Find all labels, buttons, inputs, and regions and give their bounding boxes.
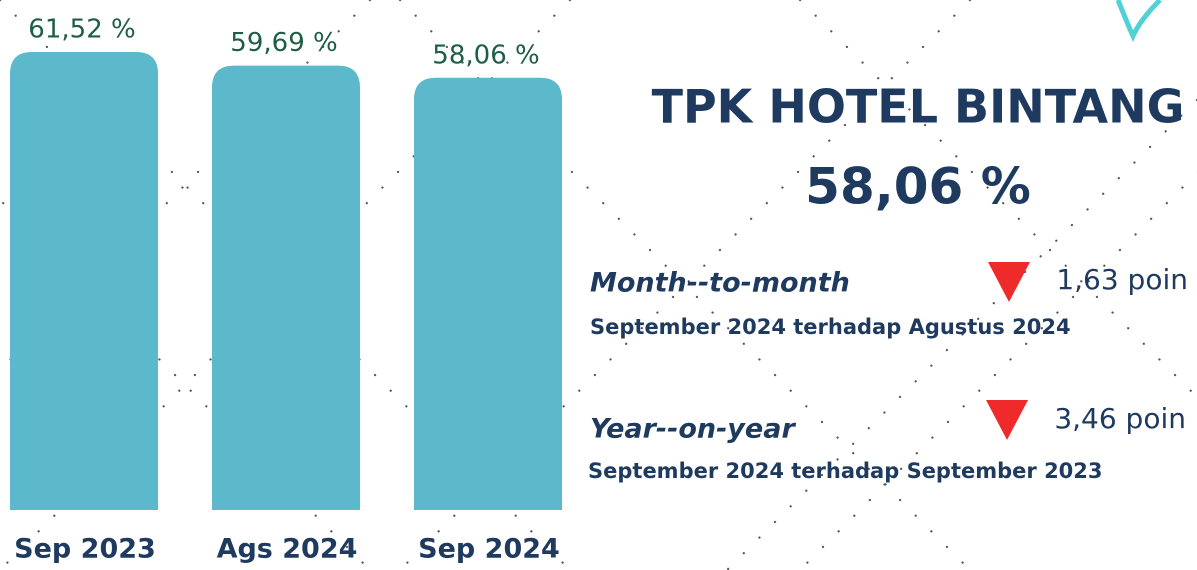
decor-shape [1115,0,1162,42]
down-arrow [986,400,1028,440]
x-tick-label: Sep 2023 [14,534,156,565]
x-tick-label: Sep 2024 [418,534,560,565]
comparison-change: 3,46 poin [1054,402,1186,435]
down-arrow [988,262,1030,302]
value-label: 58,06 % [432,40,539,70]
value-label: 61,52 % [28,15,135,45]
comparison-note: September 2024 terhadap Agustus 2024 [590,315,1071,339]
bar [212,65,360,510]
bar [10,52,158,510]
bar-chart: 61,52 % Sep 2023 59,69 % Ags 2024 58,06 % Sep… [10,15,562,565]
comparison-label: Month--to-month [590,268,850,299]
value-label: 59,69 % [230,28,337,58]
headline-value: 58,06 % [805,158,1031,216]
title: TPK HOTEL BINTANG [652,80,1185,134]
bar [414,77,562,510]
x-tick-label: Ags 2024 [217,534,358,565]
comparison-note: September 2024 terhadap September 2023 [588,459,1103,483]
comparison-change: 1,63 poin [1056,263,1188,296]
comparison-label: Year--on-year [590,414,796,445]
